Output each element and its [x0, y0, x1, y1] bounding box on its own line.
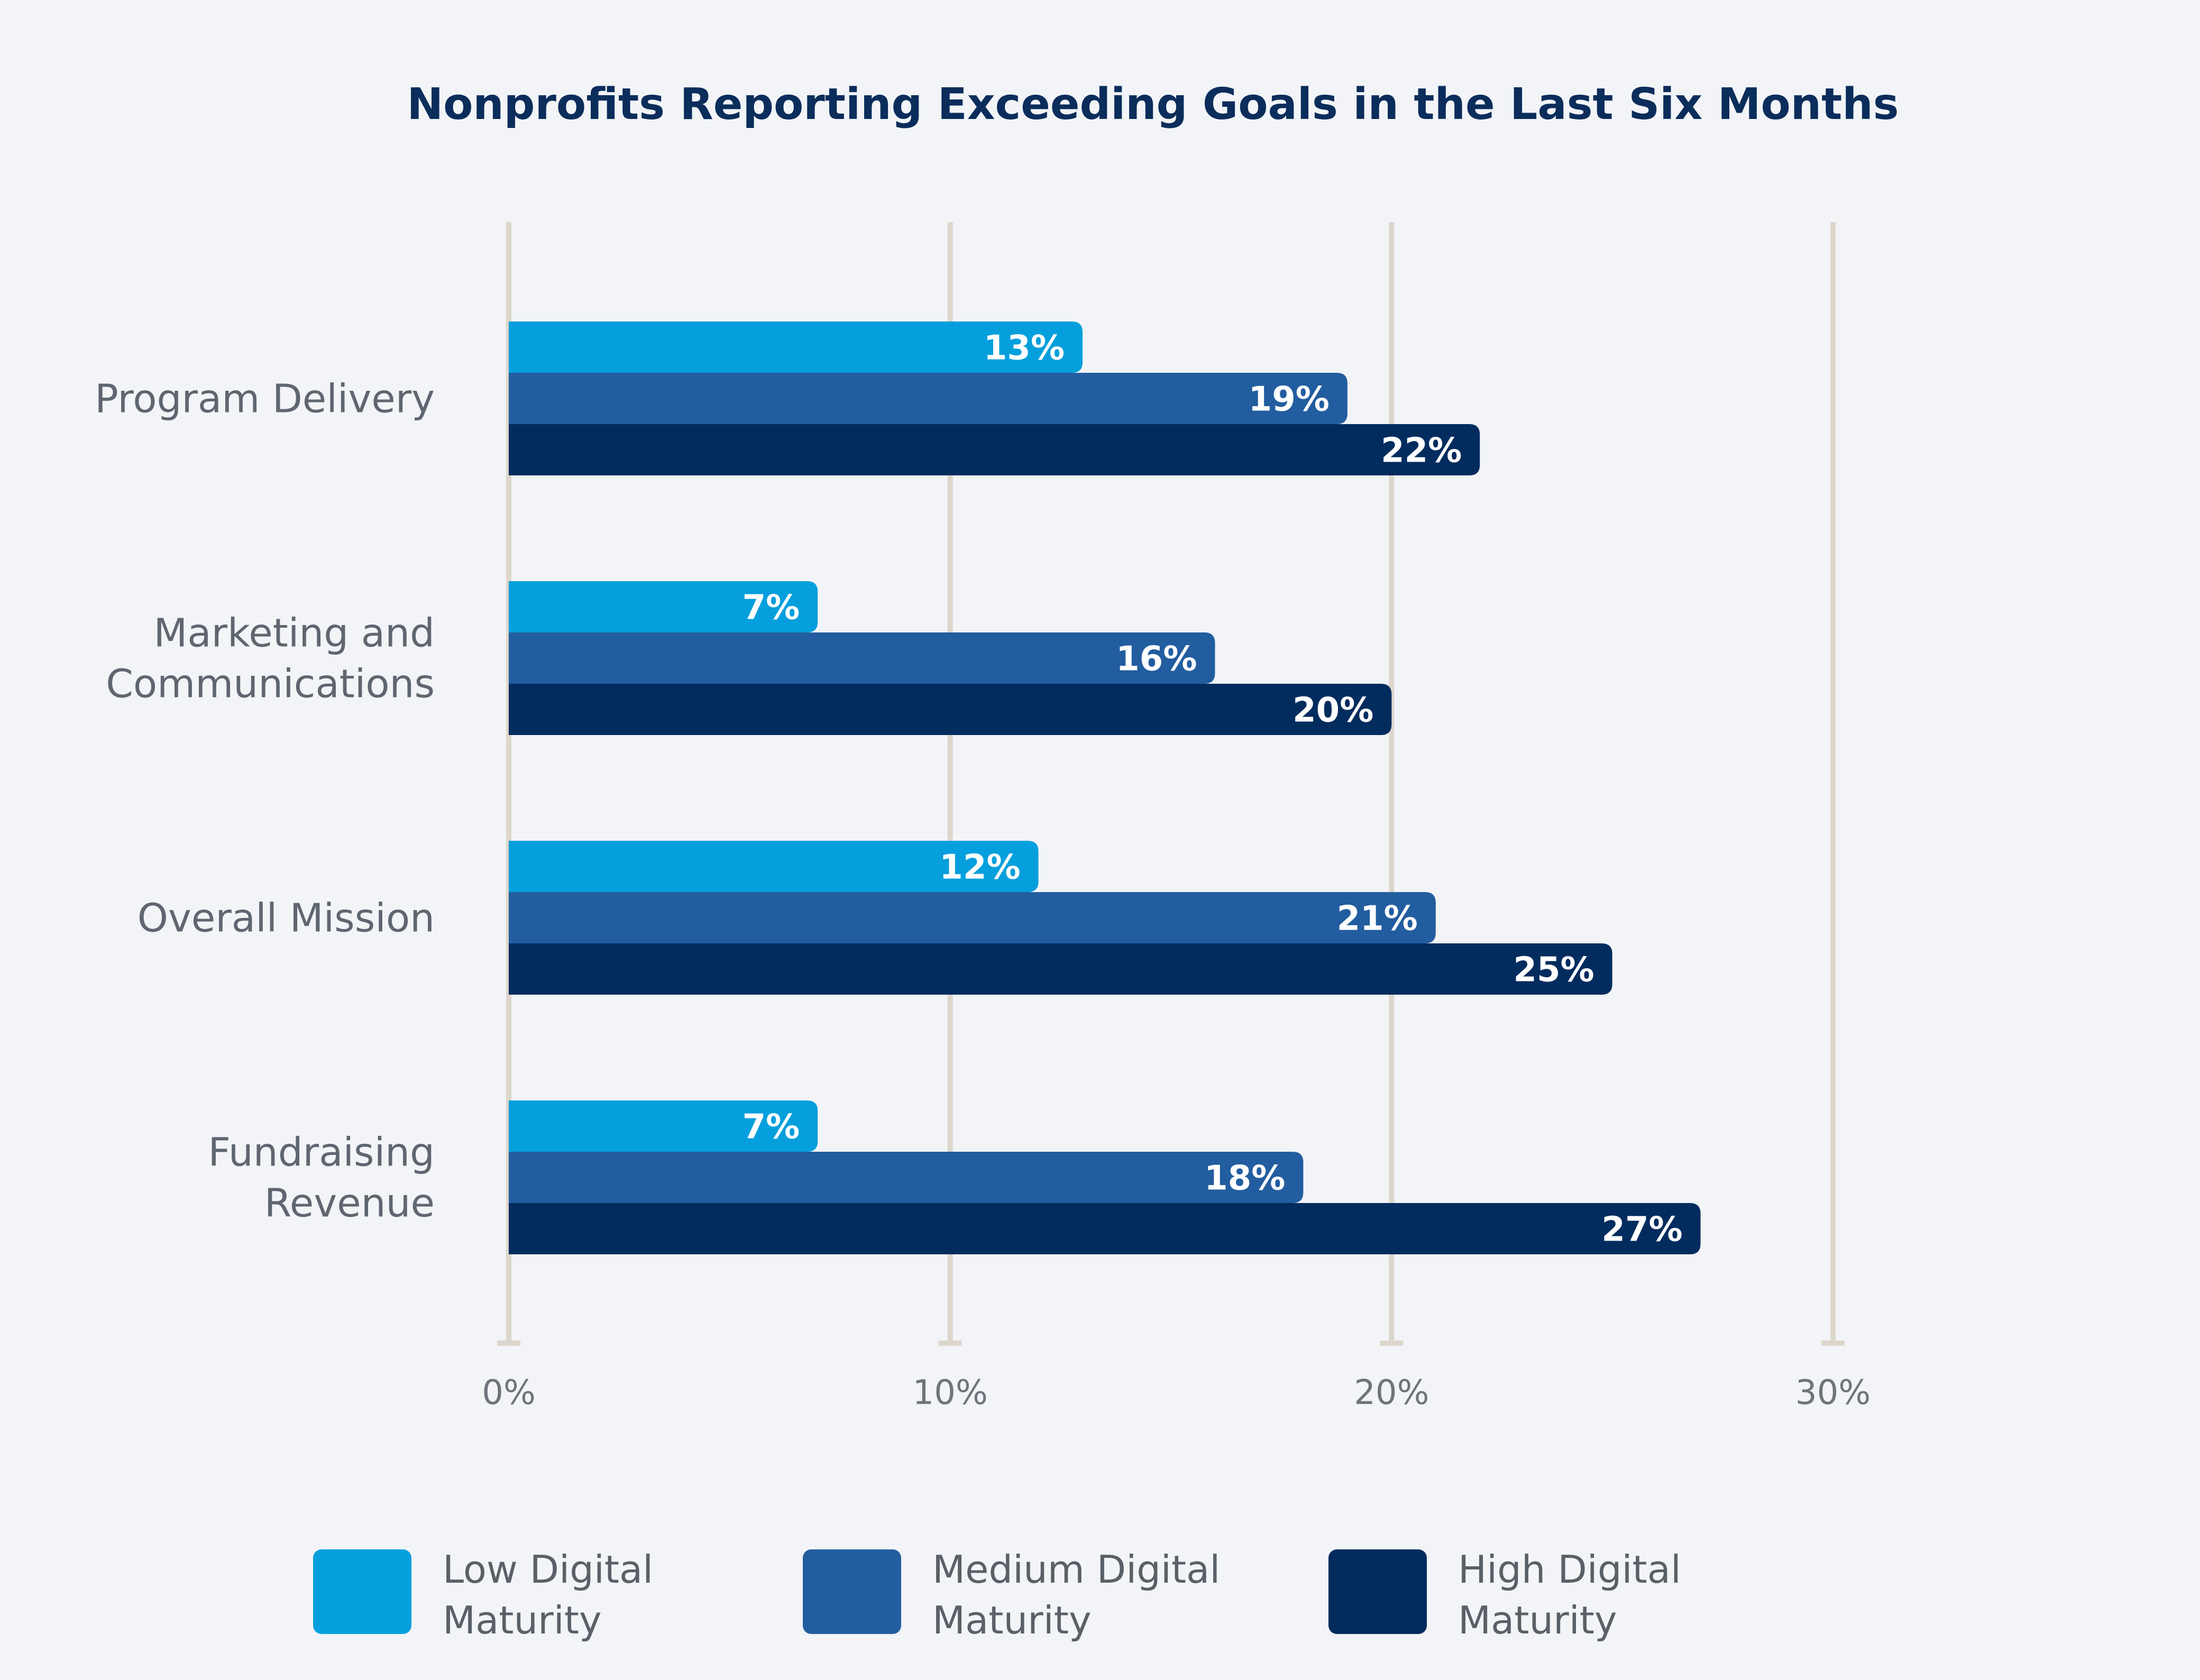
- bar-value-label: 27%: [1601, 1210, 1682, 1250]
- x-tick-label: 0%: [482, 1373, 536, 1412]
- bar: [509, 424, 1480, 475]
- bar-value-label: 13%: [984, 329, 1065, 368]
- legend-label: Maturity: [1458, 1598, 1617, 1642]
- bar: [509, 373, 1348, 424]
- legend-label: High Digital: [1458, 1547, 1681, 1592]
- legend: Low Digital Maturity Medium Digital Maturit…: [313, 1547, 1681, 1642]
- bar: [509, 841, 1039, 892]
- x-tick-labels: 0% 10% 20% 30%: [482, 1373, 1871, 1412]
- bar: [509, 322, 1083, 373]
- bar-value-label: 22%: [1381, 432, 1462, 471]
- bar-value-label: 19%: [1249, 380, 1330, 419]
- legend-label: Medium Digital: [932, 1547, 1220, 1592]
- bar-value-label: 7%: [742, 1108, 800, 1147]
- category-label: Revenue: [264, 1181, 435, 1226]
- category-label: Marketing and: [153, 611, 435, 656]
- bar-value-label: 7%: [742, 589, 800, 628]
- bar-value-label: 20%: [1292, 691, 1373, 730]
- bar: [509, 1152, 1304, 1203]
- category-label: Communications: [106, 662, 435, 707]
- legend-label: Low Digital: [443, 1547, 653, 1592]
- bar-value-label: 18%: [1204, 1159, 1285, 1198]
- bar: [509, 632, 1215, 684]
- bars: 13% 19% 22% 7% 16% 20% 12% 21% 25% 7% 18% 27%: [509, 322, 1701, 1254]
- category-label: Fundraising: [208, 1130, 435, 1176]
- chart-title: Nonprofits Reporting Exceeding Goals in …: [407, 79, 1899, 130]
- category-label: Overall Mission: [138, 896, 435, 941]
- category-label: Program Delivery: [95, 377, 435, 422]
- bar-value-label: 12%: [939, 848, 1020, 887]
- x-tick-label: 20%: [1354, 1373, 1429, 1412]
- x-tick-label: 30%: [1795, 1373, 1871, 1412]
- legend-label: Maturity: [443, 1598, 602, 1642]
- bar: [509, 684, 1392, 735]
- legend-swatch: [803, 1549, 901, 1634]
- bar: [509, 892, 1436, 943]
- legend-swatch: [1328, 1549, 1427, 1634]
- bar: [509, 1100, 818, 1152]
- legend-swatch: [313, 1549, 411, 1634]
- bar: [509, 1203, 1701, 1254]
- bar: [509, 943, 1612, 995]
- x-tick-label: 10%: [913, 1373, 988, 1412]
- bar: [509, 581, 818, 632]
- legend-label: Maturity: [932, 1598, 1092, 1642]
- bar-value-label: 25%: [1513, 951, 1594, 990]
- bar-value-label: 21%: [1337, 899, 1418, 939]
- category-labels: Program Delivery Marketing and Communicati…: [95, 377, 435, 1226]
- bar-value-label: 16%: [1116, 640, 1197, 679]
